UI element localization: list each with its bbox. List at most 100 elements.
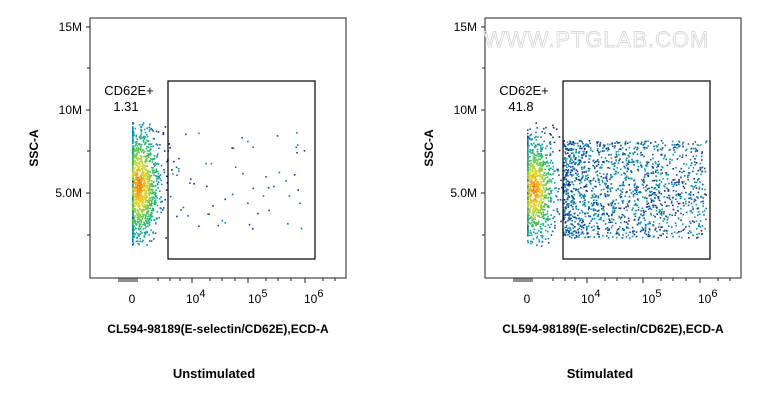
event-dot (539, 196, 541, 199)
event-dot (538, 201, 541, 203)
event-dot (597, 210, 599, 212)
event-dot (567, 192, 569, 195)
event-dot (661, 165, 663, 168)
event-dot (655, 175, 657, 178)
event-dot (572, 165, 574, 168)
event-dot (267, 186, 270, 189)
event-dot (535, 173, 538, 175)
event-dot (544, 221, 547, 223)
event-dot (637, 168, 639, 171)
event-dot (612, 211, 614, 214)
event-dot (701, 170, 703, 173)
event-dot (148, 130, 151, 132)
event-dot (141, 186, 144, 188)
event-dot (610, 183, 613, 185)
event-dot (563, 158, 566, 160)
x-axis-label: CL594-98189(E-selectin/CD62E),ECD-A (502, 322, 724, 336)
event-dot (685, 200, 687, 203)
event-dot (141, 241, 143, 243)
event-dot (588, 146, 590, 148)
event-dot (601, 164, 603, 166)
event-dot (151, 200, 153, 203)
x-tick-label: 104 (581, 288, 600, 306)
event-dot (658, 186, 660, 189)
event-dot (135, 185, 137, 187)
event-dot (665, 215, 668, 218)
event-dot (541, 154, 543, 156)
event-dot (565, 206, 567, 208)
event-dot (133, 173, 135, 175)
event-dot (139, 137, 142, 140)
event-dot (669, 162, 671, 165)
event-dot (608, 154, 610, 156)
event-dot (611, 163, 613, 165)
event-dot (549, 152, 552, 155)
event-dot (599, 150, 602, 153)
event-dot (578, 227, 581, 230)
event-dot (625, 221, 628, 224)
event-dot (691, 185, 694, 188)
event-dot (140, 168, 143, 170)
event-dot (610, 161, 613, 163)
event-dot (155, 130, 158, 133)
event-dot (134, 222, 136, 224)
y-axis: 15M 10M 5.0M SSC-A (422, 20, 485, 236)
event-dot (671, 200, 673, 203)
event-dot (540, 175, 543, 178)
event-dot (543, 127, 545, 130)
event-dot (676, 181, 678, 183)
event-dot (691, 212, 694, 214)
event-dot (682, 185, 685, 188)
event-dot (563, 143, 566, 146)
event-dot (627, 167, 629, 169)
event-dot (145, 207, 147, 209)
event-dot (140, 201, 143, 203)
event-dot (149, 199, 151, 201)
event-dot (544, 163, 546, 166)
event-dot (580, 166, 583, 169)
event-dot (132, 239, 134, 241)
event-dot (529, 231, 532, 234)
event-dot (563, 169, 566, 172)
event-dot (619, 195, 621, 197)
event-dot (534, 144, 536, 147)
event-dot (614, 210, 616, 212)
event-dot (586, 226, 588, 229)
event-dot (564, 222, 567, 224)
event-dot (595, 185, 597, 188)
event-dot (139, 186, 141, 189)
event-dot (645, 185, 647, 188)
event-dot (148, 156, 150, 159)
event-dot (677, 193, 680, 195)
event-dot (527, 153, 529, 155)
event-dot (614, 222, 617, 225)
event-dot (577, 222, 580, 225)
event-dot (589, 142, 591, 144)
event-dot (608, 194, 610, 196)
event-dot (697, 191, 700, 194)
event-dot (627, 155, 630, 158)
event-dot (140, 158, 143, 161)
event-dot (533, 207, 535, 210)
event-dot (647, 208, 650, 210)
event-dot (583, 167, 585, 169)
event-dot (567, 169, 570, 171)
event-dot (132, 236, 134, 238)
event-dot (132, 171, 134, 174)
event-dot (688, 172, 691, 174)
event-dot (575, 178, 578, 180)
event-dot (672, 204, 674, 207)
event-dot (593, 217, 596, 220)
event-dot (676, 174, 678, 176)
event-dot (299, 202, 301, 205)
event-dot (538, 187, 541, 189)
event-dot (139, 181, 141, 183)
event-dot (561, 186, 563, 189)
event-dot (611, 203, 613, 205)
event-dot (598, 236, 600, 238)
event-dot (603, 212, 605, 215)
event-dot (619, 225, 621, 228)
event-dot (617, 150, 620, 153)
event-dot (530, 179, 532, 182)
event-dot (569, 140, 571, 143)
